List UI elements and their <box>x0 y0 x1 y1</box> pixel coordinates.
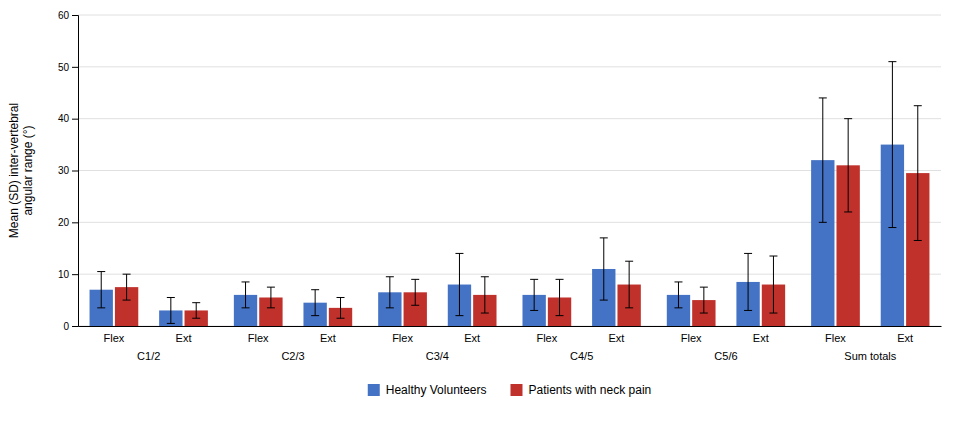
chart-svg: 0 10 20 30 40 50 60 Flex Ext C1/2 Flex Ext C2/3 Flex E… <box>0 0 961 426</box>
y-tick-label: 10 <box>58 269 70 280</box>
y-tick-mark <box>72 15 78 16</box>
subcategory-label: Ext <box>753 332 769 344</box>
legend-label: Healthy Volunteers <box>386 383 487 397</box>
category-label: C5/6 <box>714 350 737 362</box>
subcategory-label: Flex <box>248 332 269 344</box>
subcategory-label: Flex <box>681 332 702 344</box>
category-label: Sum totals <box>844 350 896 362</box>
subcategory-label: Ext <box>464 332 480 344</box>
y-tick-label: 40 <box>58 113 70 124</box>
legend-item: Healthy Volunteers <box>368 383 487 397</box>
error-bar <box>700 287 708 313</box>
legend-label: Patients with neck pain <box>528 383 651 397</box>
y-axis: 0 10 20 30 40 50 60 <box>58 10 79 332</box>
y-tick: 0 <box>63 321 78 332</box>
error-bar <box>625 261 633 308</box>
plot: 0 10 20 30 40 50 60 Flex Ext C1/2 Flex Ext C2/3 Flex E… <box>58 10 942 362</box>
error-bar <box>311 290 319 316</box>
error-bar <box>123 274 131 300</box>
error-bar <box>242 282 250 308</box>
y-tick-mark <box>72 274 78 275</box>
y-tick-mark <box>72 222 78 223</box>
y-tick: 20 <box>58 217 78 228</box>
grid <box>78 15 941 326</box>
error-bar <box>744 253 752 310</box>
error-bar <box>530 279 538 310</box>
error-bar <box>97 272 105 308</box>
x-axis-line <box>79 326 942 327</box>
y-tick-label: 60 <box>58 10 70 21</box>
category-label: C1/2 <box>137 350 160 362</box>
error-bar <box>411 279 419 305</box>
y-tick-label: 20 <box>58 217 70 228</box>
y-tick-mark <box>72 171 78 172</box>
error-bar <box>844 119 852 212</box>
error-bar <box>888 62 896 228</box>
error-bar <box>819 98 827 222</box>
y-tick: 50 <box>58 62 78 73</box>
subcategory-label: Flex <box>536 332 557 344</box>
error-bar <box>337 297 345 318</box>
legend-swatch <box>368 384 380 396</box>
subcategory-label: Ext <box>897 332 913 344</box>
error-bar <box>769 256 777 313</box>
y-tick: 40 <box>58 113 78 124</box>
y-tick-mark <box>72 67 78 68</box>
y-tick-mark <box>72 326 78 327</box>
x-labels: Flex Ext C1/2 Flex Ext C2/3 Flex Ext C3/4 Flex Ext… <box>104 332 914 362</box>
subcategory-label: Flex <box>104 332 125 344</box>
grid-line <box>78 15 941 16</box>
grid-line <box>78 118 941 119</box>
error-bar <box>481 277 489 313</box>
marks <box>90 62 930 326</box>
y-tick-label: 30 <box>58 165 70 176</box>
y-tick-mark <box>72 119 78 120</box>
error-bar <box>455 253 463 315</box>
subcategory-label: Ext <box>320 332 336 344</box>
error-bar <box>267 287 275 308</box>
y-axis-title: Mean (SD) inter-vertebralangular range (… <box>7 103 35 238</box>
y-tick: 60 <box>58 10 78 21</box>
y-tick-label: 0 <box>63 321 69 332</box>
category-label: C2/3 <box>281 350 304 362</box>
legend-item: Patients with neck pain <box>510 383 651 397</box>
y-tick-label: 50 <box>58 62 70 73</box>
error-bar <box>600 238 608 300</box>
legend-swatch <box>510 384 522 396</box>
error-bar <box>556 279 564 315</box>
y-tick: 30 <box>58 165 78 176</box>
subcategory-label: Flex <box>825 332 846 344</box>
subcategory-label: Ext <box>176 332 192 344</box>
legend: Healthy Volunteers Patients with neck pai… <box>368 383 651 397</box>
error-bar <box>674 282 682 308</box>
subcategory-label: Flex <box>392 332 413 344</box>
category-label: C3/4 <box>426 350 449 362</box>
error-bar <box>192 303 200 319</box>
y-tick: 10 <box>58 269 78 280</box>
category-label: C4/5 <box>570 350 593 362</box>
error-bar <box>167 297 175 323</box>
error-bar <box>914 106 922 241</box>
x-axis <box>79 326 942 327</box>
y-axis-title-line: Mean (SD) inter-vertebral <box>7 103 21 238</box>
y-axis-title-line: angular range (°) <box>21 125 35 215</box>
y-axis-line <box>72 16 79 327</box>
subcategory-label: Ext <box>609 332 625 344</box>
error-bar <box>386 277 394 308</box>
grid-line <box>78 66 941 67</box>
chart-container: 0 10 20 30 40 50 60 Flex Ext C1/2 Flex Ext C2/3 Flex E… <box>0 0 961 426</box>
